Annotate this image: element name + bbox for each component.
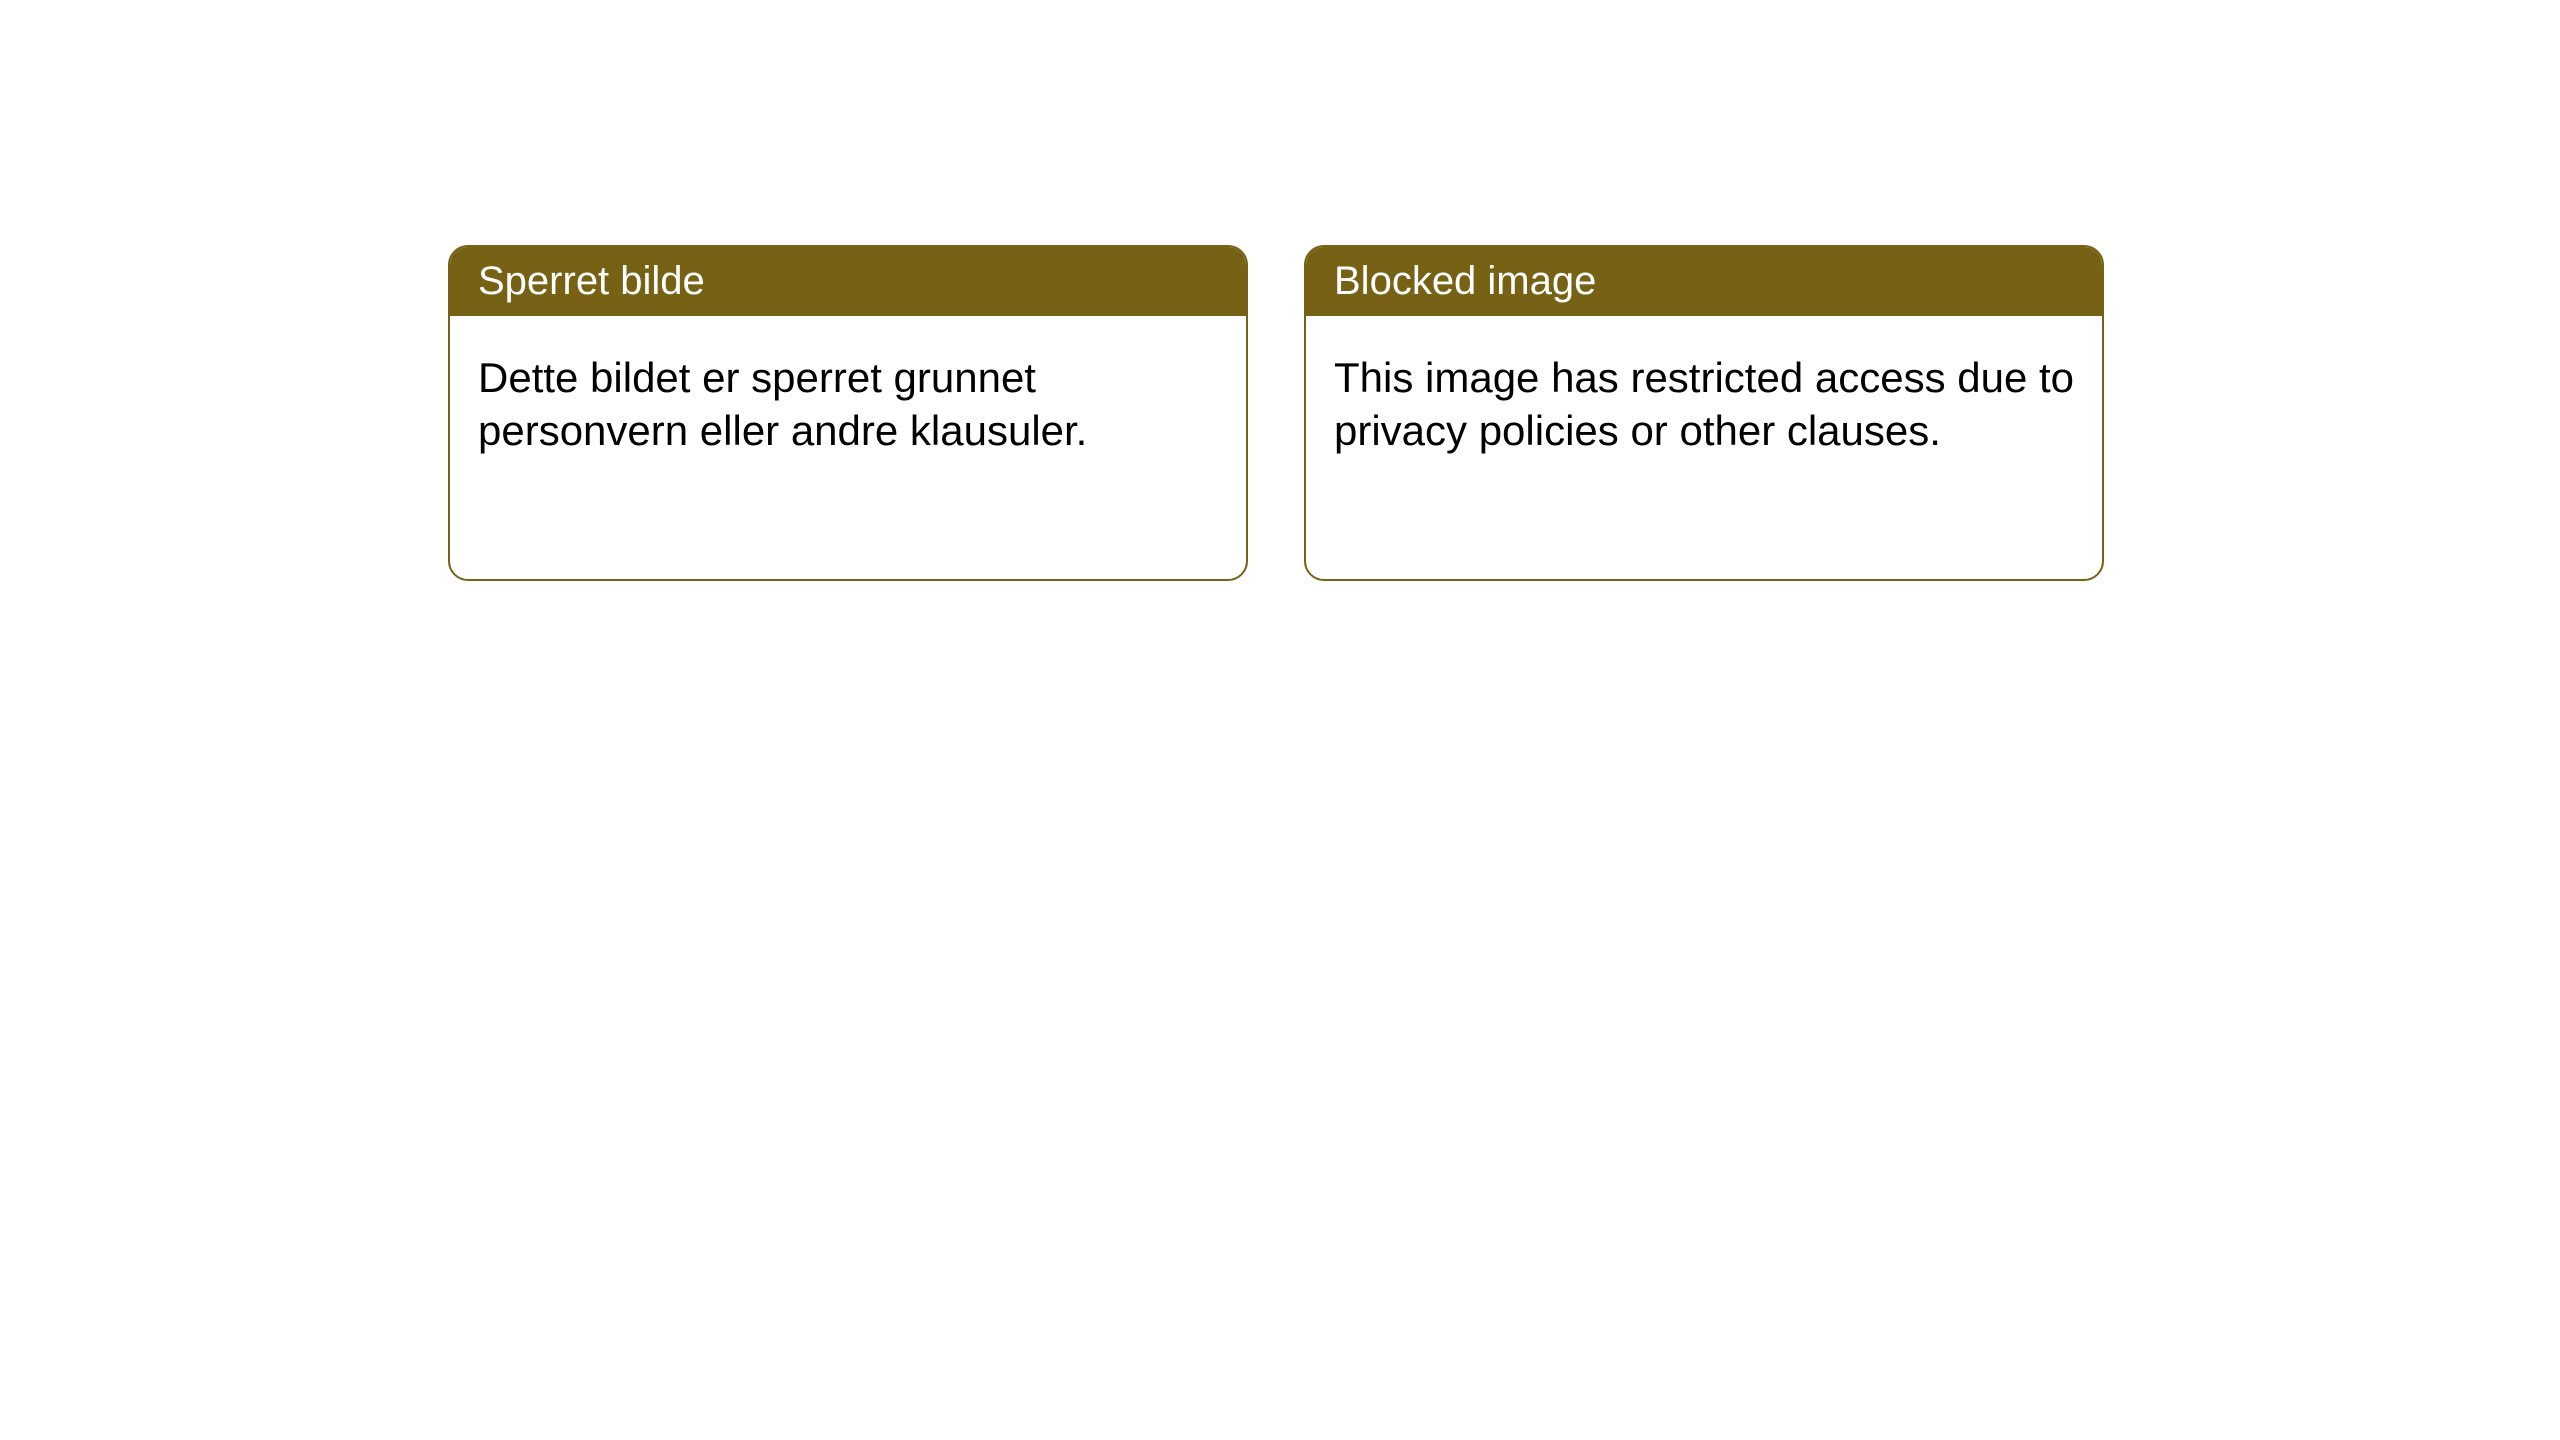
notice-card-header: Sperret bilde [450, 247, 1246, 316]
notice-card-text: This image has restricted access due to … [1334, 354, 2074, 454]
notice-cards-container: Sperret bilde Dette bildet er sperret gr… [448, 245, 2104, 581]
notice-card-header: Blocked image [1306, 247, 2102, 316]
notice-card-text: Dette bildet er sperret grunnet personve… [478, 354, 1087, 454]
notice-card-title: Sperret bilde [478, 259, 705, 303]
notice-card-en: Blocked image This image has restricted … [1304, 245, 2104, 581]
notice-card-no: Sperret bilde Dette bildet er sperret gr… [448, 245, 1248, 581]
notice-card-title: Blocked image [1334, 259, 1596, 303]
notice-card-body: Dette bildet er sperret grunnet personve… [450, 316, 1246, 493]
notice-card-body: This image has restricted access due to … [1306, 316, 2102, 493]
